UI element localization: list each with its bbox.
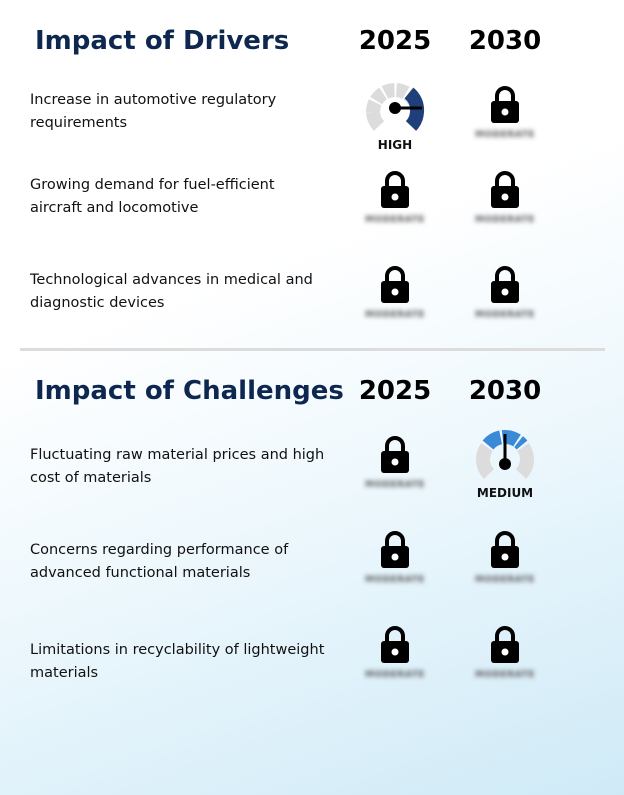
challenge-label-1: Fluctuating raw material prices and high… [30, 447, 325, 486]
driver-2-2030-cell: MODERATE [450, 171, 560, 225]
challenge-3-2030-cell: MODERATE [450, 626, 560, 680]
drivers-year-2025: 2025 [358, 26, 432, 56]
lock-icon[interactable] [490, 266, 520, 304]
locked-value: MODERATE [475, 670, 535, 680]
gauge-level-label: HIGH [377, 138, 413, 152]
driver-1-2030-cell: MODERATE [450, 86, 560, 140]
challenges-year-2025: 2025 [358, 376, 432, 406]
locked-value: MODERATE [475, 215, 535, 225]
gauge-icon [476, 429, 534, 479]
locked-value: MODERATE [365, 310, 425, 320]
driver-2-2025-cell: MODERATE [340, 171, 450, 225]
lock-icon[interactable] [490, 171, 520, 209]
gauge-icon [366, 83, 425, 131]
lock-icon[interactable] [380, 626, 410, 664]
locked-value: MODERATE [475, 310, 535, 320]
locked-value: MODERATE [365, 480, 425, 490]
lock-icon[interactable] [490, 86, 520, 124]
locked-value: MODERATE [365, 215, 425, 225]
lock-icon[interactable] [380, 531, 410, 569]
locked-value: MODERATE [365, 670, 425, 680]
section-divider [20, 348, 605, 351]
driver-label-3: Technological advances in medical and di… [30, 272, 313, 311]
challenges-year-2030: 2030 [468, 376, 542, 406]
lock-icon[interactable] [490, 626, 520, 664]
challenge-1-2025-cell: MODERATE [340, 436, 450, 490]
challenge-3-2025-cell: MODERATE [340, 626, 450, 680]
driver-3-2030-cell: MODERATE [450, 266, 560, 320]
challenge-label-2: Concerns regarding performance of advanc… [30, 542, 289, 581]
challenge-1-2030-cell: MEDIUM [450, 428, 560, 500]
challenge-label-3: Limitations in recyclability of lightwei… [30, 642, 325, 681]
gauge-level-label: MEDIUM [476, 486, 534, 500]
driver-label-1: Increase in automotive regulatory requir… [30, 92, 277, 131]
locked-value: MODERATE [475, 575, 535, 585]
driver-3-2025-cell: MODERATE [340, 266, 450, 320]
drivers-title: Impact of Drivers [35, 26, 290, 56]
driver-1-2025-cell: HIGH [340, 80, 450, 152]
lock-icon[interactable] [380, 436, 410, 474]
challenges-title: Impact of Challenges [35, 376, 344, 406]
lock-icon[interactable] [490, 531, 520, 569]
drivers-year-2030: 2030 [468, 26, 542, 56]
lock-icon[interactable] [380, 266, 410, 304]
locked-value: MODERATE [475, 130, 535, 140]
driver-label-2: Growing demand for fuel-efficient aircra… [30, 177, 275, 216]
lock-icon[interactable] [380, 171, 410, 209]
locked-value: MODERATE [365, 575, 425, 585]
challenge-2-2025-cell: MODERATE [340, 531, 450, 585]
challenge-2-2030-cell: MODERATE [450, 531, 560, 585]
